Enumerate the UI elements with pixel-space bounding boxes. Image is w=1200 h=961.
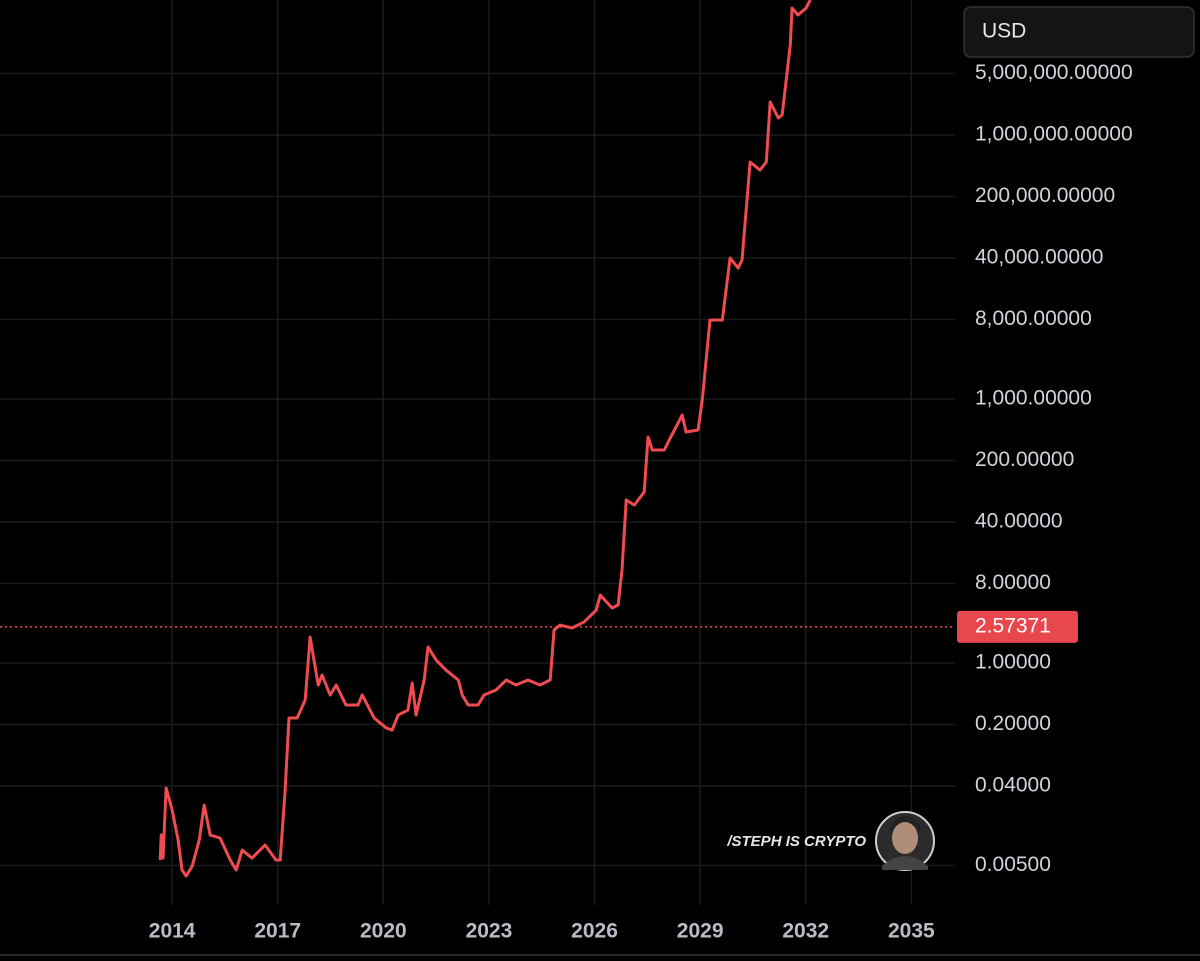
y-tick-label: 8.00000: [975, 571, 1051, 594]
avatar: [875, 811, 935, 871]
currency-button-label[interactable]: USD: [982, 20, 1026, 43]
x-tick-label: 2029: [677, 920, 724, 943]
y-tick-label: 0.04000: [975, 774, 1051, 797]
last-price-badge: [957, 610, 1078, 643]
price-line: [158, 0, 812, 878]
x-tick-label: 2014: [149, 920, 196, 943]
x-tick-label: 2026: [571, 920, 618, 943]
y-tick-label: 40,000.00000: [975, 246, 1103, 269]
axis-labels: 0.00500 0.04000 0.20000 1.00000 8.00000 40.00…: [149, 61, 1133, 943]
x-tick-label: 2035: [888, 920, 935, 943]
y-tick-label: 40.00000: [975, 510, 1063, 533]
watermark: /STEPH IS CRYPTO: [726, 833, 866, 850]
y-tick-label: 0.00500: [975, 853, 1051, 876]
grid: [0, 0, 955, 905]
y-tick-label: 200,000.00000: [975, 184, 1115, 207]
y-tick-label: 5,000,000.00000: [975, 61, 1133, 84]
currency-button[interactable]: USD: [963, 6, 1195, 58]
y-tick-label: 1,000,000.00000: [975, 123, 1133, 146]
y-tick-label: 0.20000: [975, 712, 1051, 735]
y-tick-label: 1,000.00000: [975, 387, 1092, 410]
last-price-label: 2.57371: [975, 614, 1051, 637]
x-tick-label: 2023: [466, 920, 513, 943]
y-tick-label: 1.00000: [975, 651, 1051, 674]
currency-button-bg[interactable]: [963, 6, 1195, 58]
x-tick-label: 2032: [782, 920, 829, 943]
x-tick-label: 2017: [254, 920, 301, 943]
y-tick-label: 200.00000: [975, 448, 1074, 471]
x-tick-label: 2020: [360, 920, 407, 943]
y-tick-label: 8,000.00000: [975, 307, 1092, 330]
plot-area: [0, 0, 955, 878]
